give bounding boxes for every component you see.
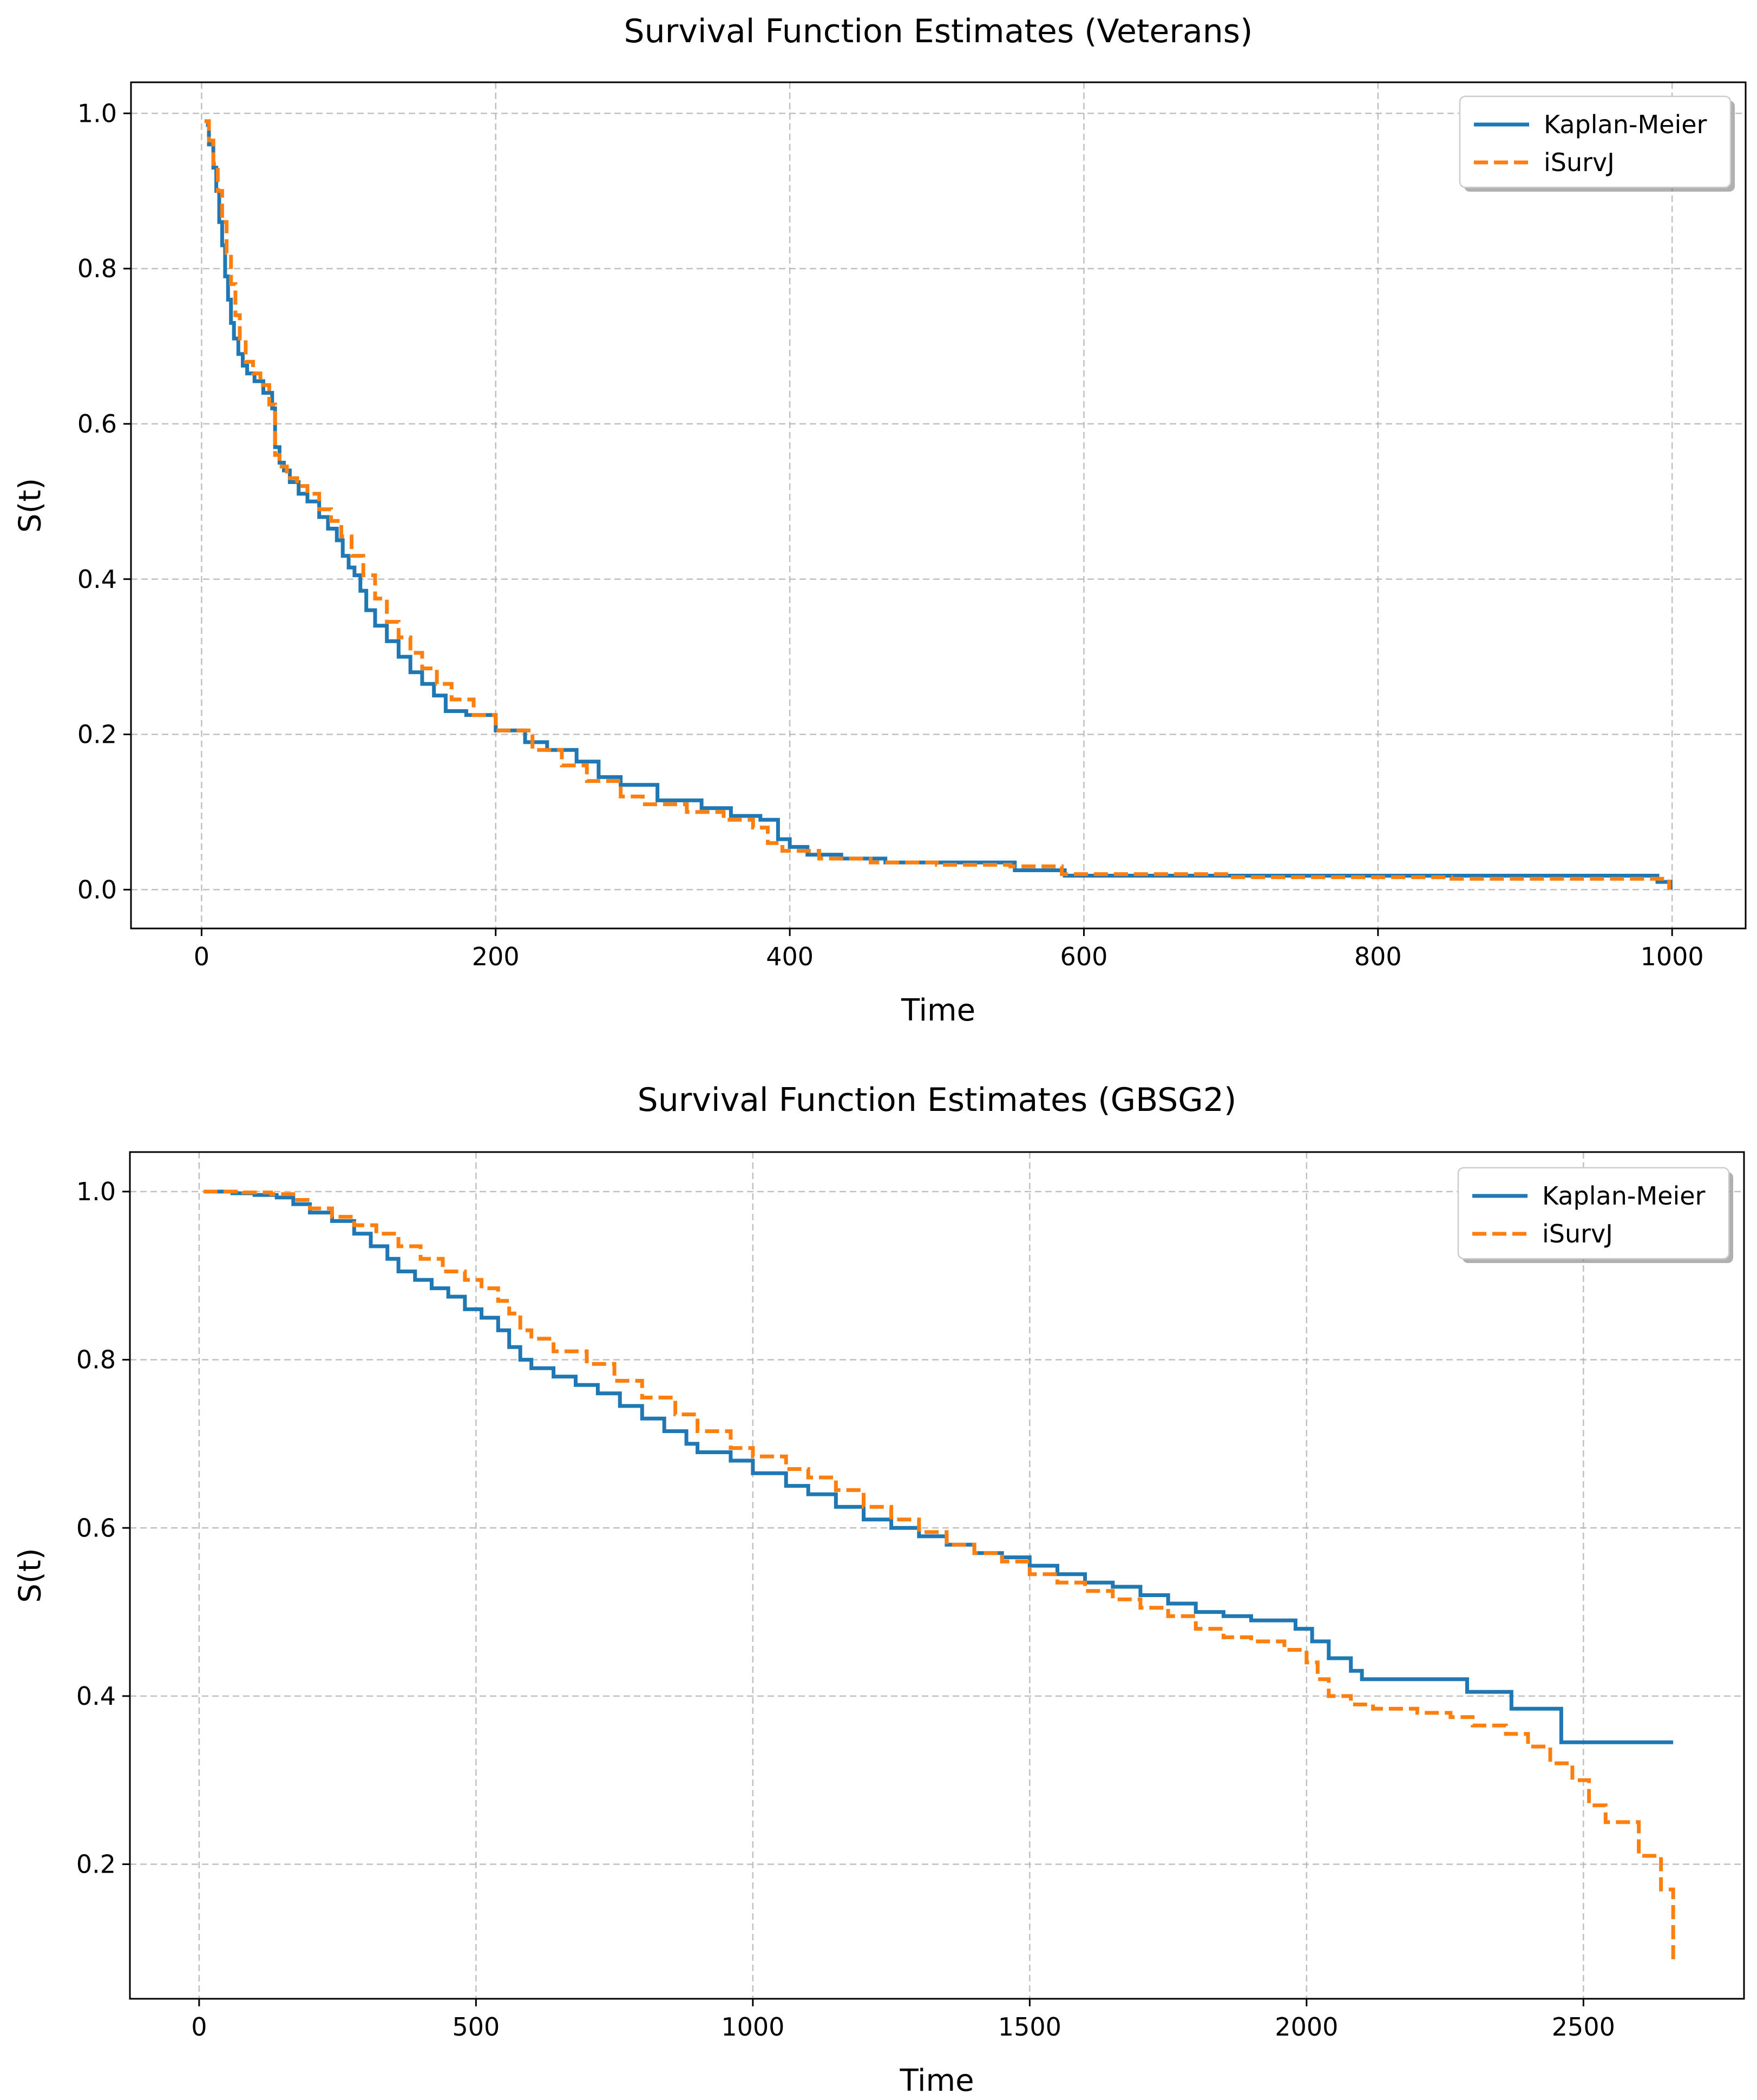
grid-lines: [131, 82, 1746, 928]
isurvj-line: [204, 1189, 1675, 1965]
x-tick-label: 500: [452, 2012, 500, 2042]
legend-box: [1457, 1167, 1730, 1260]
grid-lines: [130, 1152, 1744, 1999]
y-tick-label: 1.0: [76, 1177, 116, 1206]
x-tick-label: 0: [194, 942, 209, 971]
series-lines: [204, 1189, 1675, 1965]
legend-box: [1459, 95, 1732, 188]
y-ticks: 0.0 0.2 0.4 0.6 0.8 1.0: [77, 99, 131, 904]
y-tick-label: 0.6: [76, 1513, 116, 1542]
y-tick-label: 0.6: [77, 409, 117, 439]
plot-frame: [130, 81, 1747, 930]
chart-title: Survival Function Estimates (GBSG2): [638, 1081, 1237, 1119]
x-axis-label: Time: [899, 2063, 974, 2098]
y-tick-label: 0.4: [76, 1682, 116, 1711]
y-ticks: 0.2 0.4 0.6 0.8 1.0: [76, 1177, 130, 1879]
x-ticks: 0 200 400 600 800 1000: [194, 928, 1704, 971]
series-lines: [204, 119, 1673, 890]
chart-title: Survival Function Estimates (Veterans): [624, 12, 1253, 50]
y-axis-label: S(t): [13, 478, 48, 533]
x-tick-label: 1000: [1641, 942, 1704, 971]
y-axis-label: S(t): [13, 1548, 48, 1602]
x-tick-label: 0: [191, 2012, 207, 2042]
y-tick-label: 0.4: [77, 565, 117, 594]
legend: Kaplan-Meier iSurvJ: [1459, 95, 1735, 192]
y-tick-label: 0.2: [76, 1850, 116, 1879]
x-tick-label: 1500: [998, 2012, 1061, 2042]
gbsg2-chart: Survival Function Estimates (GBSG2) 0 500…: [13, 1081, 1745, 2098]
y-tick-label: 0.8: [77, 254, 117, 283]
plot-frame: [129, 1151, 1745, 2000]
x-tick-label: 1000: [721, 2012, 784, 2042]
x-tick-label: 800: [1354, 942, 1402, 971]
y-tick-label: 0.0: [77, 875, 117, 904]
y-tick-label: 0.8: [76, 1345, 116, 1375]
legend-kaplan-meier-label: Kaplan-Meier: [1544, 110, 1707, 139]
legend-kaplan-meier-label: Kaplan-Meier: [1542, 1181, 1706, 1211]
legend-isurvj-label: iSurvJ: [1544, 148, 1615, 177]
isurvj-line: [204, 119, 1671, 890]
x-tick-label: 400: [766, 942, 814, 971]
x-tick-label: 2000: [1275, 2012, 1338, 2042]
x-axis-label: Time: [901, 993, 975, 1028]
x-tick-label: 600: [1060, 942, 1108, 971]
x-tick-label: 200: [472, 942, 520, 971]
y-tick-label: 1.0: [77, 99, 117, 128]
kaplan-meier-line: [204, 1189, 1674, 1744]
legend: Kaplan-Meier iSurvJ: [1457, 1167, 1733, 1263]
kaplan-meier-line: [206, 123, 1673, 890]
x-tick-label: 2500: [1552, 2012, 1615, 2042]
legend-isurvj-label: iSurvJ: [1542, 1219, 1613, 1248]
y-tick-label: 0.2: [77, 720, 117, 749]
veterans-chart: Survival Function Estimates (Veterans) 0…: [13, 12, 1747, 1028]
x-ticks: 0 500 1000 1500 2000 2500: [191, 1999, 1615, 2042]
